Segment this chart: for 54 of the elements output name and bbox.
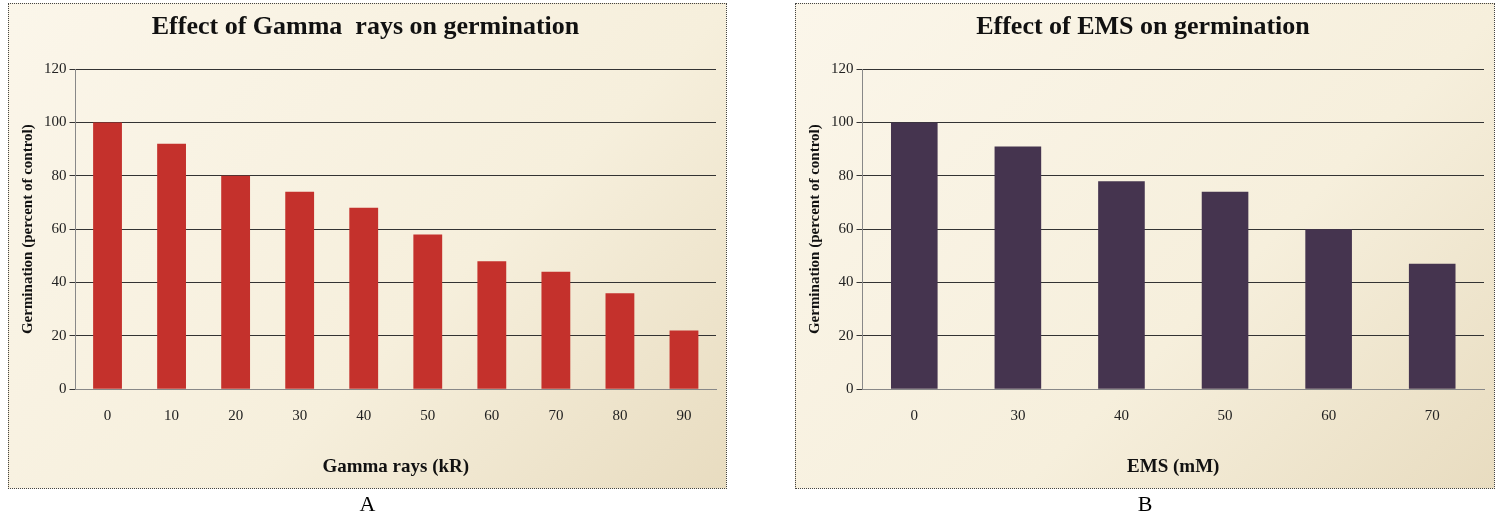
- y-tick-label: 40: [838, 273, 854, 290]
- bar: [221, 175, 251, 389]
- y-axis-title: Germination (percent of control): [805, 124, 823, 335]
- x-tick-label: 0: [910, 407, 919, 424]
- chart-title: Effect of Gamma rays on germination: [151, 11, 580, 41]
- y-tick-label: 80: [51, 166, 67, 183]
- x-tick-label: 60: [484, 407, 500, 424]
- y-tick-label: 0: [59, 380, 67, 397]
- bar: [890, 122, 938, 389]
- bar: [157, 143, 186, 389]
- x-tick-label: 60: [1321, 407, 1337, 424]
- bar: [1098, 181, 1145, 389]
- bar: [477, 261, 507, 389]
- bar: [605, 293, 635, 389]
- x-tick-label: 40: [356, 407, 372, 424]
- bar: [285, 191, 315, 389]
- chart-title: Effect of EMS on germination: [976, 11, 1311, 41]
- bar: [413, 234, 443, 389]
- x-tick-label: 50: [420, 407, 436, 424]
- x-tick-label: 0: [103, 407, 112, 424]
- x-axis-title: EMS (mM): [1127, 454, 1220, 477]
- x-tick-label: 30: [292, 407, 308, 424]
- y-tick-label: 100: [831, 113, 854, 130]
- bar: [1408, 263, 1456, 389]
- x-tick-label: 10: [164, 407, 180, 424]
- x-tick-label: 80: [612, 407, 628, 424]
- text: A: [358, 491, 377, 517]
- y-tick-label: 60: [51, 220, 67, 237]
- bar: [669, 330, 699, 389]
- y-tick-label: 0: [846, 380, 854, 397]
- x-tick-label: 40: [1113, 407, 1129, 424]
- bar: [1305, 229, 1352, 389]
- text: B: [1136, 491, 1154, 517]
- bar: [93, 122, 122, 389]
- y-tick-label: 40: [51, 273, 67, 290]
- x-axis-title: Gamma rays (kR): [322, 454, 470, 477]
- x-tick-label: 70: [548, 407, 564, 424]
- y-tick-label: 80: [838, 166, 854, 183]
- bar: [994, 146, 1042, 389]
- bar: [541, 271, 571, 389]
- y-tick-label: 20: [51, 326, 67, 343]
- x-tick-label: 30: [1010, 407, 1026, 424]
- y-tick-label: 100: [44, 113, 67, 130]
- y-tick-label: 60: [838, 220, 854, 237]
- bar: [349, 207, 379, 389]
- y-tick-label: 120: [44, 60, 67, 77]
- bar: [1201, 191, 1249, 389]
- y-axis-title: Germination (percent of control): [18, 124, 36, 335]
- x-tick-label: 20: [228, 407, 244, 424]
- y-tick-label: 120: [831, 60, 854, 77]
- x-tick-label: 90: [676, 407, 692, 424]
- y-tick-label: 20: [838, 326, 854, 343]
- x-tick-label: 70: [1424, 407, 1440, 424]
- x-tick-label: 50: [1217, 407, 1233, 424]
